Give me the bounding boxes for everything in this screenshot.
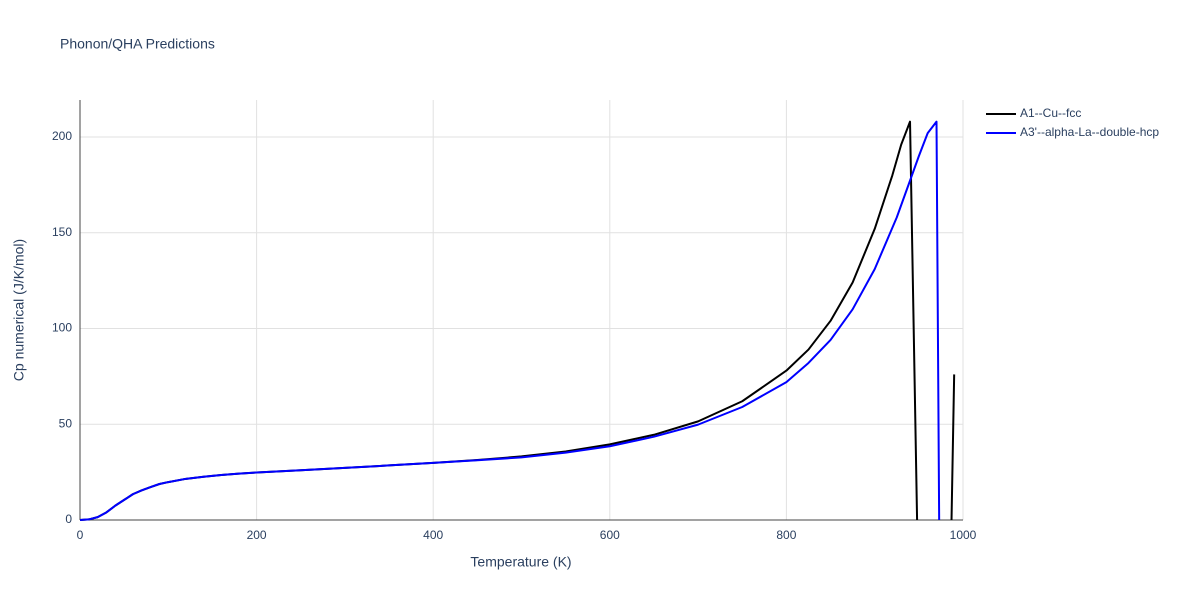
chart-title: Phonon/QHA Predictions bbox=[60, 36, 215, 52]
y-tick-label: 0 bbox=[65, 512, 72, 526]
series-line bbox=[80, 120, 941, 521]
legend-label: A3'--alpha-La--double-hcp bbox=[1020, 125, 1159, 139]
x-tick-label: 200 bbox=[247, 528, 267, 542]
y-axis-label: Cp numerical (J/K/mol) bbox=[11, 239, 27, 381]
legend: A1--Cu--fcc A3'--alpha-La--double-hcp bbox=[986, 106, 1159, 139]
legend-label: A1--Cu--fcc bbox=[1020, 106, 1081, 120]
y-tick-label: 50 bbox=[59, 416, 73, 430]
x-tick-label: 0 bbox=[77, 528, 84, 542]
series-line bbox=[80, 120, 956, 521]
y-tick-label: 200 bbox=[52, 129, 72, 143]
x-tick-label: 400 bbox=[423, 528, 443, 542]
x-tick-label: 600 bbox=[600, 528, 620, 542]
x-tick-label: 1000 bbox=[950, 528, 977, 542]
grid bbox=[79, 100, 964, 521]
y-tick-label: 100 bbox=[52, 321, 72, 335]
y-tick-label: 150 bbox=[52, 225, 72, 239]
plot-area bbox=[80, 120, 956, 521]
x-axis-label: Temperature (K) bbox=[470, 554, 571, 570]
x-tick-label: 800 bbox=[776, 528, 796, 542]
